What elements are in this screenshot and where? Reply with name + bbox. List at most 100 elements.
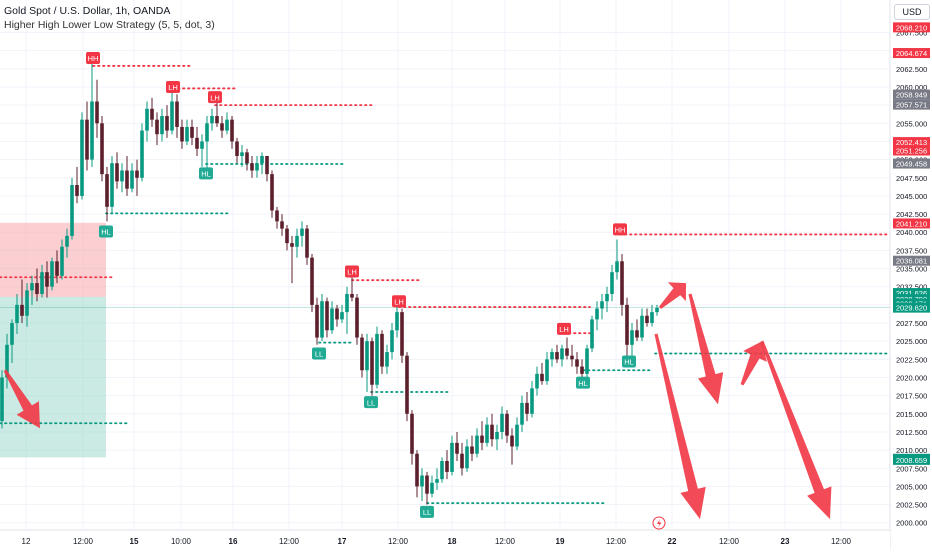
candle[interactable]: [135, 159, 139, 196]
candle[interactable]: [70, 177, 74, 240]
candle[interactable]: [450, 435, 454, 476]
candle[interactable]: [605, 286, 609, 313]
candle[interactable]: [520, 395, 524, 432]
candle[interactable]: [385, 344, 389, 374]
candle[interactable]: [465, 439, 469, 472]
candle[interactable]: [595, 301, 599, 331]
candle[interactable]: [540, 362, 544, 385]
candle[interactable]: [615, 239, 619, 280]
candle[interactable]: [655, 304, 659, 316]
candle[interactable]: [390, 323, 394, 360]
candle[interactable]: [325, 297, 329, 338]
candle[interactable]: [425, 471, 429, 505]
candle[interactable]: [0, 370, 4, 429]
candle[interactable]: [200, 134, 204, 167]
candle[interactable]: [310, 254, 314, 313]
candle[interactable]: [130, 163, 134, 193]
candle[interactable]: [585, 344, 589, 378]
candle[interactable]: [650, 304, 654, 327]
candle[interactable]: [190, 119, 194, 146]
candle[interactable]: [475, 428, 479, 458]
candle[interactable]: [50, 257, 54, 291]
candle[interactable]: [160, 108, 164, 142]
candle[interactable]: [470, 435, 474, 462]
candle[interactable]: [430, 475, 434, 498]
candle[interactable]: [265, 155, 269, 182]
candle[interactable]: [290, 235, 294, 284]
candle[interactable]: [460, 442, 464, 476]
candle[interactable]: [500, 406, 504, 440]
candle[interactable]: [275, 206, 279, 229]
candle[interactable]: [560, 344, 564, 367]
candle[interactable]: [375, 326, 379, 389]
candle[interactable]: [90, 54, 94, 167]
candle[interactable]: [230, 116, 234, 149]
candle[interactable]: [640, 308, 644, 342]
candle[interactable]: [420, 468, 424, 501]
candle[interactable]: [555, 344, 559, 363]
candle[interactable]: [115, 152, 119, 189]
candle[interactable]: [530, 381, 534, 418]
projection-arrow[interactable]: [760, 340, 832, 520]
candle[interactable]: [300, 221, 304, 247]
candle[interactable]: [645, 308, 649, 327]
candle[interactable]: [285, 224, 289, 251]
candle[interactable]: [185, 119, 189, 146]
candle[interactable]: [10, 319, 14, 363]
candle[interactable]: [365, 333, 369, 393]
candle[interactable]: [120, 163, 124, 193]
candle[interactable]: [355, 293, 359, 345]
candle[interactable]: [600, 293, 604, 320]
candle[interactable]: [635, 319, 639, 342]
candle[interactable]: [30, 275, 34, 305]
candle[interactable]: [95, 79, 99, 138]
candle[interactable]: [625, 297, 629, 356]
candle[interactable]: [280, 214, 284, 236]
candle[interactable]: [175, 94, 179, 138]
candle[interactable]: [5, 333, 9, 389]
indicator-legend[interactable]: Higher High Lower Low Strategy (5, 5, do…: [4, 19, 215, 31]
candle[interactable]: [260, 152, 264, 175]
candle[interactable]: [15, 293, 19, 334]
candle[interactable]: [330, 301, 334, 334]
candle[interactable]: [100, 116, 104, 182]
candle[interactable]: [45, 261, 49, 298]
candle[interactable]: [415, 450, 419, 498]
candle[interactable]: [440, 457, 444, 483]
currency-button[interactable]: USD: [894, 4, 930, 20]
candle[interactable]: [105, 166, 109, 222]
candle[interactable]: [85, 101, 89, 171]
candle[interactable]: [65, 228, 69, 258]
candle[interactable]: [295, 228, 299, 258]
candle[interactable]: [490, 413, 494, 447]
candle[interactable]: [590, 315, 594, 353]
candle[interactable]: [360, 333, 364, 378]
candle[interactable]: [25, 283, 29, 327]
candle[interactable]: [75, 166, 79, 204]
candle[interactable]: [525, 392, 529, 422]
candle[interactable]: [245, 148, 249, 171]
candle[interactable]: [575, 352, 579, 374]
candle[interactable]: [405, 352, 409, 422]
candle[interactable]: [350, 275, 354, 302]
candle[interactable]: [180, 119, 184, 149]
projection-arrow[interactable]: [659, 282, 686, 309]
candle[interactable]: [610, 264, 614, 302]
candle[interactable]: [320, 293, 324, 342]
candle[interactable]: [445, 450, 449, 480]
candle[interactable]: [535, 366, 539, 396]
candle[interactable]: [155, 112, 159, 146]
projection-arrow[interactable]: [740, 341, 767, 386]
candle[interactable]: [225, 112, 229, 135]
candle[interactable]: [400, 308, 404, 363]
candle[interactable]: [380, 330, 384, 374]
candle[interactable]: [515, 417, 519, 451]
candle[interactable]: [485, 417, 489, 447]
candle[interactable]: [150, 97, 154, 127]
candle[interactable]: [495, 424, 499, 451]
candle[interactable]: [345, 286, 349, 334]
candle[interactable]: [545, 352, 549, 385]
candle[interactable]: [435, 468, 439, 491]
candle[interactable]: [305, 224, 309, 265]
